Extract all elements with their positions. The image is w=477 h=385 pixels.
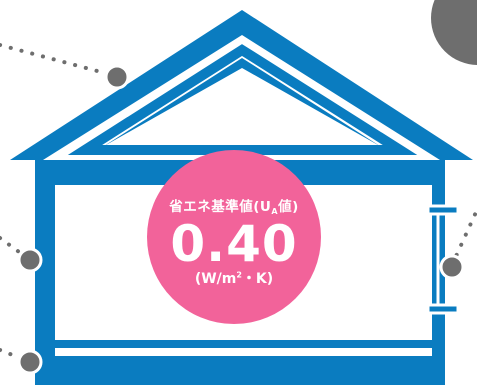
- node-mid-left: [17, 247, 43, 273]
- badge-unit-prefix: (W/m: [194, 270, 237, 287]
- badge-value: 0.40: [170, 214, 298, 273]
- house-roof: [10, 10, 473, 160]
- badge-label: 省エネ基準値(UA値): [169, 195, 299, 216]
- badge-unit: (W/m2・K): [195, 268, 273, 288]
- node-right: [439, 254, 465, 280]
- connector-line-top-left: [0, 43, 118, 78]
- node-top-left: [104, 64, 130, 90]
- badge-unit-sup: 2: [236, 269, 242, 279]
- badge-unit-suffix: ・K): [241, 270, 274, 287]
- node-bottom-left: [17, 349, 43, 375]
- house-floor-strip: [55, 348, 432, 356]
- gray-badge-partial: [431, 0, 477, 65]
- standard-value-badge: 省エネ基準値(UA値) 0.40 (W/m2・K): [147, 150, 321, 324]
- badge-label-sub: A: [271, 206, 279, 216]
- badge-label-suffix: 値): [278, 198, 299, 215]
- house-attic: [90, 58, 394, 155]
- badge-label-prefix: 省エネ基準値(U: [169, 198, 272, 215]
